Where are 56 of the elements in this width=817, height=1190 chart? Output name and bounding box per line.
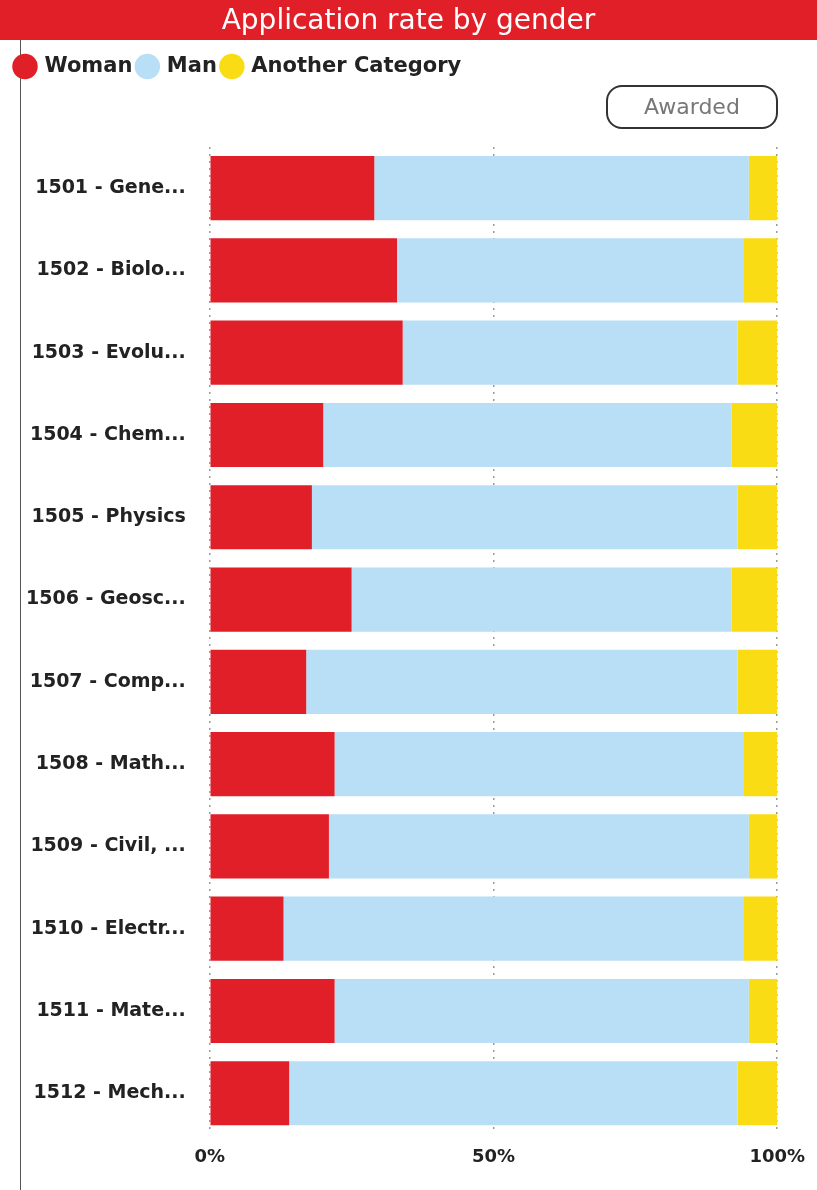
bar [351, 567, 732, 632]
bar [210, 567, 352, 632]
y-tick-label: 1511 - Mate... [36, 997, 186, 1020]
bar [328, 814, 749, 879]
bar [737, 485, 778, 550]
bar [397, 238, 744, 303]
y-tick-label: 1503 - Evolu... [31, 339, 186, 362]
bar [210, 485, 312, 550]
bar [737, 1061, 778, 1126]
bar [306, 649, 738, 714]
bar [210, 978, 335, 1044]
x-tick-label: 0% [194, 1144, 226, 1166]
y-tick-label: 1512 - Mech... [33, 1080, 186, 1103]
y-tick-label: 1508 - Math... [35, 751, 186, 774]
bar [210, 814, 329, 879]
bar [743, 896, 778, 961]
y-tick-label: 1510 - Electr... [30, 915, 186, 938]
y-tick-label: 1506 - Geosc... [25, 586, 186, 609]
bar [334, 978, 749, 1044]
y-tick-label: 1507 - Comp... [29, 668, 186, 691]
bar [731, 567, 778, 632]
bar [210, 649, 307, 714]
bar [731, 402, 778, 468]
bar [311, 485, 738, 550]
y-tick-label: 1504 - Chem... [29, 421, 186, 444]
bar [748, 156, 778, 221]
y-tick-label: 1505 - Physics [31, 504, 186, 527]
bar [748, 978, 778, 1044]
bar [210, 1061, 290, 1126]
bar [323, 402, 732, 468]
bar [748, 814, 778, 879]
bar [737, 320, 778, 385]
bar [289, 1061, 738, 1126]
bar [743, 238, 778, 303]
bar [283, 896, 744, 961]
bar [210, 320, 403, 385]
bar [210, 732, 335, 797]
legend-label: Another Category [251, 52, 462, 77]
legend-label: Woman [44, 52, 133, 77]
text: Awarded [606, 85, 778, 129]
x-tick-label: 100% [749, 1144, 805, 1166]
bar [743, 732, 778, 797]
legend-label: Man [166, 52, 217, 77]
chart-title: Application rate by gender [0, 0, 817, 40]
bar [737, 649, 778, 714]
y-tick-label: 1509 - Civil, ... [30, 833, 186, 856]
bar [334, 732, 744, 797]
bar [402, 320, 738, 385]
bar [210, 238, 398, 303]
bar [210, 896, 284, 961]
bar [210, 156, 375, 221]
y-tick-label: 1501 - Gene... [35, 175, 186, 198]
x-tick-label: 50% [471, 1144, 516, 1166]
y-tick-label: 1502 - Biolo... [36, 257, 186, 280]
bar [374, 156, 749, 221]
bar [210, 402, 324, 468]
